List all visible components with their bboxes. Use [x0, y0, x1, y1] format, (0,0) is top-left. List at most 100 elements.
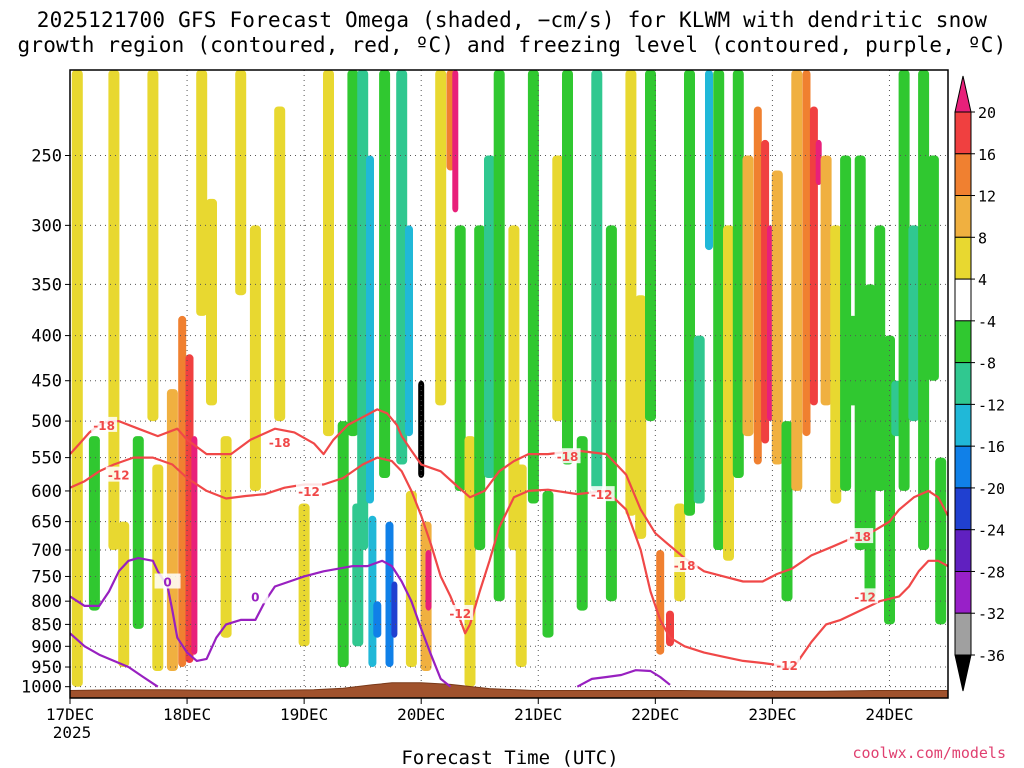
omega-cell-12 [206, 198, 217, 406]
contour-line-1 [70, 456, 948, 671]
colorbar-label--4: -4 [978, 313, 996, 331]
contour-label: -18 [849, 530, 871, 544]
contour-label-bg [296, 482, 323, 498]
contour-label-bg [242, 588, 269, 604]
omega-cell-56 [666, 610, 674, 647]
omega-cell-71 [802, 70, 811, 437]
contour-line-4 [576, 669, 671, 688]
omega-cell-1 [88, 436, 100, 611]
y-tick-label-250: 250 [31, 146, 62, 166]
y-tick-label-450: 450 [31, 372, 62, 392]
omega-cell-32 [418, 380, 425, 478]
y-tick-label-1000: 1000 [21, 678, 62, 698]
colorbar-bin-11 [954, 529, 972, 573]
omega-cell-47 [552, 155, 564, 422]
omega-cell-19 [337, 421, 349, 667]
contour-label: -18 [93, 419, 115, 433]
omega-cell-53 [635, 295, 647, 539]
x-tick-label-7: 24DEC [865, 705, 913, 724]
colorbar-label--32: -32 [978, 605, 1005, 623]
omega-cell-31 [405, 490, 417, 667]
omega-cell-70 [791, 70, 803, 491]
omega-cell-83 [898, 70, 910, 491]
colorbar-label--20: -20 [978, 480, 1005, 498]
contour-label-bg [554, 448, 581, 464]
omega-cell-26 [379, 70, 391, 478]
omega-cell-75 [830, 225, 842, 504]
omega-cell-18 [323, 70, 334, 437]
contour-label-bg [91, 416, 118, 432]
colorbar-bin-1 [954, 111, 972, 155]
contour-label-bg [266, 433, 293, 449]
chart-title-line-2: growth region (contoured, red, ºC) and f… [17, 33, 1007, 57]
colorbar-bin-6 [954, 320, 972, 364]
contour-line-0 [70, 408, 948, 583]
omega-cell-59 [693, 335, 705, 504]
colorbar-bin-3 [954, 195, 972, 238]
x-tick-label-0: 17DEC [46, 705, 94, 724]
omega-cell-20 [347, 70, 359, 437]
colorbar-bin-2 [954, 153, 972, 197]
omega-cell-45 [527, 70, 539, 504]
omega-cell-80 [874, 225, 886, 491]
omega-cell-87 [935, 457, 947, 625]
omega-cell-24 [368, 515, 377, 667]
colorbar-label--8: -8 [978, 355, 996, 373]
x-tick-label-5: 22DEC [631, 705, 679, 724]
contour-label-bg [671, 557, 698, 573]
omega-cell-16 [274, 106, 286, 422]
omega-cell-76 [840, 155, 852, 491]
omega-cell-65 [753, 106, 762, 465]
contour-label: -12 [298, 485, 320, 499]
omega-cell-49 [576, 436, 588, 611]
omega-cell-67 [767, 225, 773, 422]
y-tick-label-800: 800 [31, 592, 62, 612]
y-tick-label-350: 350 [31, 275, 62, 295]
omega-cell-28 [391, 581, 398, 638]
omega-cell-37 [452, 70, 459, 213]
omega-shading [71, 70, 947, 687]
omega-cell-41 [484, 155, 495, 478]
colorbar-bottom-arrow [954, 654, 972, 692]
contour-label: 0 [251, 590, 259, 604]
omega-cell-84 [908, 225, 920, 422]
omega-cell-85 [918, 70, 930, 550]
omega-cell-6 [152, 464, 164, 671]
x-tick-label-4: 21DEC [514, 705, 562, 724]
colorbar-label-4: 4 [978, 271, 987, 289]
omega-cell-74 [820, 155, 832, 406]
omega-cell-38 [454, 225, 466, 491]
contour-label-bg [447, 604, 474, 620]
colorbar-label-20: 20 [978, 104, 996, 122]
contour-label: -12 [449, 607, 471, 621]
y-tick-label-850: 850 [31, 615, 62, 635]
omega-cell-64 [742, 155, 754, 437]
site-credit: coolwx.com/models [852, 744, 1006, 762]
omega-cell-86 [927, 155, 939, 381]
omega-cell-25 [373, 601, 382, 638]
y-tick-label-650: 650 [31, 513, 62, 533]
omega-cell-13 [220, 436, 232, 638]
x-axis-title: Forecast Time (UTC) [401, 747, 618, 768]
contour-label-bg [154, 573, 181, 589]
contour-label: -12 [776, 659, 798, 673]
colorbar-label--12: -12 [978, 396, 1005, 414]
omega-cell-69 [781, 421, 793, 602]
omega-cell-60 [705, 70, 713, 251]
omega-cell-61 [713, 70, 725, 550]
omega-cell-23 [366, 155, 374, 504]
contour-label: -12 [108, 469, 130, 483]
omega-cell-4 [132, 436, 144, 629]
omega-cell-35 [435, 70, 447, 406]
omega-cell-55 [656, 550, 665, 655]
omega-cell-46 [542, 490, 554, 638]
x-tick-sublabel: 2025 [53, 723, 92, 742]
omega-cell-44 [515, 464, 527, 667]
omega-cell-62 [723, 225, 734, 561]
omega-cell-17 [298, 503, 310, 647]
colorbar-bin-5 [954, 278, 972, 322]
y-tick-label-900: 900 [31, 637, 62, 657]
contour-line-3 [70, 632, 159, 688]
terrain-surface [70, 682, 948, 698]
